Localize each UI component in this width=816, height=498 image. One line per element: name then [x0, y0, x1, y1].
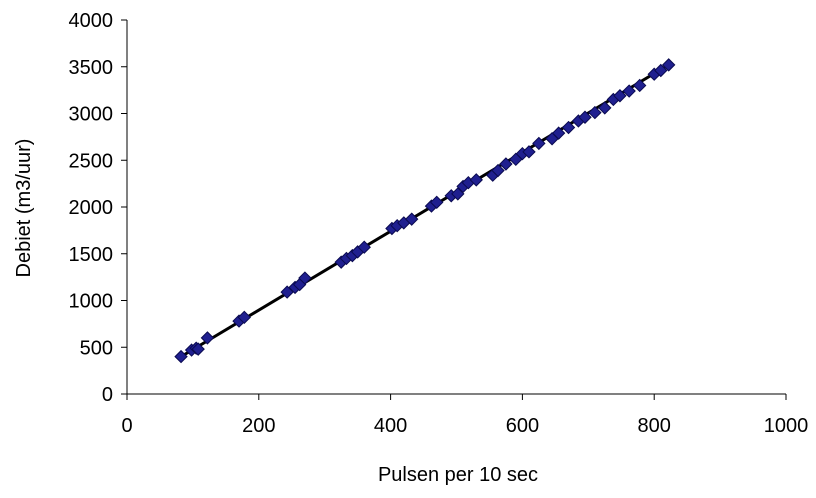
data-point: [200, 331, 215, 345]
x-tick-label: 200: [242, 415, 275, 437]
x-tick-label: 800: [638, 415, 671, 437]
data-point: [499, 157, 513, 171]
data-point: [588, 105, 602, 120]
data-point: [237, 310, 252, 325]
data-point: [191, 342, 205, 356]
data-point: [578, 110, 592, 124]
data-point: [404, 212, 419, 226]
y-tick-label: 4000: [69, 10, 114, 32]
data-point: [174, 349, 188, 364]
y-tick-label: 1500: [69, 244, 114, 266]
data-point: [654, 63, 668, 78]
data-point: [622, 84, 636, 98]
x-tick-label: 600: [506, 415, 539, 437]
data-point: [469, 173, 483, 187]
data-point: [491, 163, 505, 178]
data-point: [551, 126, 566, 140]
axes-layer: 0 500 1000 1500 2000 2500 3000 3500 4000 0 200 400 6…: [69, 10, 809, 437]
x-tick-label: 1000: [764, 415, 809, 437]
y-tick-label: 1000: [69, 291, 114, 313]
x-tick-label: 400: [374, 415, 407, 437]
y-tick-label: 2500: [69, 150, 114, 172]
x-axis-title: Pulsen per 10 sec: [378, 464, 538, 486]
data-point: [298, 271, 312, 285]
y-tick-label: 500: [80, 337, 113, 359]
data-point: [561, 120, 576, 135]
data-point: [598, 101, 612, 115]
y-tick-label: 2000: [69, 197, 114, 219]
data-point: [613, 89, 627, 103]
data-point: [522, 145, 536, 159]
y-axis-title: Debiet (m3/uur): [13, 139, 35, 278]
y-tick-label: 0: [102, 384, 113, 406]
data-point: [451, 187, 465, 201]
points-layer: [174, 58, 676, 364]
data-point: [430, 195, 444, 210]
data-point: [357, 240, 371, 254]
y-tick-label: 3000: [69, 104, 114, 126]
data-point: [532, 136, 546, 151]
y-tick-label: 3500: [69, 57, 114, 79]
data-point: [661, 58, 676, 72]
x-tick-label: 0: [121, 415, 132, 437]
data-point: [632, 78, 647, 93]
